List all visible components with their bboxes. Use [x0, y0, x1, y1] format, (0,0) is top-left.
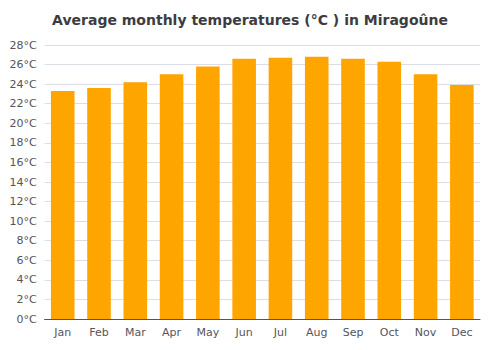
svg-text:Jan: Jan — [53, 326, 71, 339]
svg-text:28°C: 28°C — [9, 39, 36, 52]
svg-text:Oct: Oct — [380, 326, 400, 339]
svg-text:May: May — [196, 326, 219, 339]
svg-text:24°C: 24°C — [9, 78, 36, 91]
svg-text:18°C: 18°C — [9, 136, 36, 149]
svg-text:Sep: Sep — [343, 326, 364, 339]
svg-text:Apr: Apr — [162, 326, 182, 339]
svg-text:Aug: Aug — [306, 326, 327, 339]
svg-text:0°C: 0°C — [16, 313, 36, 326]
svg-text:4°C: 4°C — [16, 273, 36, 286]
svg-text:Jul: Jul — [273, 326, 287, 339]
svg-text:Feb: Feb — [89, 326, 108, 339]
svg-text:6°C: 6°C — [16, 254, 36, 267]
svg-text:Dec: Dec — [451, 326, 472, 339]
svg-text:2°C: 2°C — [16, 293, 36, 306]
svg-text:26°C: 26°C — [9, 58, 36, 71]
svg-text:Mar: Mar — [125, 326, 146, 339]
svg-text:12°C: 12°C — [9, 195, 36, 208]
svg-text:Nov: Nov — [415, 326, 437, 339]
svg-text:Average monthly temperatures (: Average monthly temperatures (°C ) in Mi… — [52, 12, 448, 28]
svg-text:14°C: 14°C — [9, 176, 36, 189]
svg-text:20°C: 20°C — [9, 117, 36, 130]
svg-text:10°C: 10°C — [9, 215, 36, 228]
svg-text:8°C: 8°C — [16, 234, 36, 247]
svg-text:16°C: 16°C — [9, 156, 36, 169]
svg-text:22°C: 22°C — [9, 97, 36, 110]
svg-text:Jun: Jun — [235, 326, 253, 339]
